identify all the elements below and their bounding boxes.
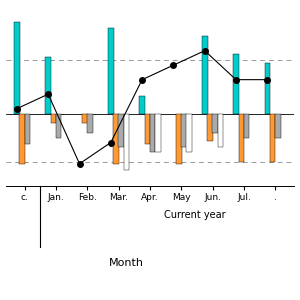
Bar [25, 113, 30, 144]
Bar [238, 113, 244, 162]
Bar [207, 113, 213, 141]
Bar [212, 113, 218, 133]
Bar [150, 113, 155, 152]
Bar [270, 113, 275, 162]
Text: Current year: Current year [164, 210, 226, 220]
Bar [139, 96, 145, 113]
Bar [233, 54, 239, 113]
Text: Month: Month [109, 258, 143, 268]
Bar [118, 113, 124, 147]
Bar [202, 36, 208, 113]
Bar [181, 113, 187, 147]
Bar [145, 113, 150, 144]
Bar [56, 113, 61, 138]
Bar [113, 113, 119, 164]
Bar [14, 22, 20, 113]
Bar [176, 113, 182, 164]
Bar [275, 113, 280, 138]
Bar [20, 113, 25, 164]
Bar [155, 113, 161, 152]
Bar [186, 113, 192, 152]
Bar [265, 63, 270, 113]
Bar [45, 57, 51, 113]
Bar [124, 113, 129, 170]
Bar [218, 113, 223, 147]
Bar [108, 28, 114, 113]
Bar [87, 113, 93, 133]
Bar [244, 113, 249, 138]
Bar [51, 113, 56, 123]
Bar [82, 113, 88, 123]
